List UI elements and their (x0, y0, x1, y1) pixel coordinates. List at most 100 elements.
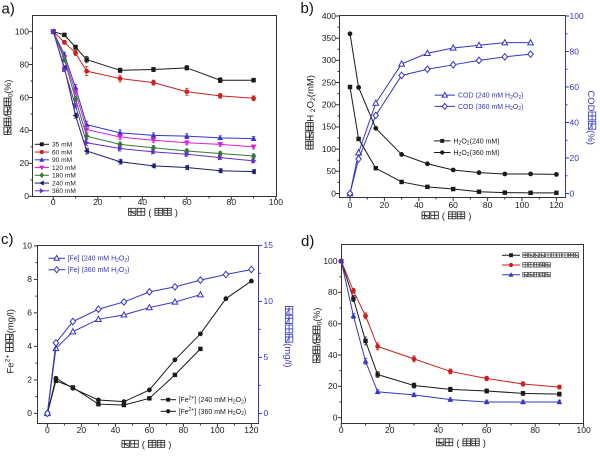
svg-text:O: O (119, 256, 125, 263)
svg-text:): ) (127, 256, 129, 263)
svg-text:6: 6 (27, 308, 32, 318)
svg-text:(: ( (456, 438, 459, 448)
svg-text:80: 80 (227, 197, 237, 207)
svg-text:100: 100 (323, 256, 337, 266)
svg-text:100: 100 (570, 11, 584, 21)
svg-text:20: 20 (20, 158, 30, 168)
svg-text:90 mM: 90 mM (52, 157, 72, 164)
svg-text:40: 40 (111, 425, 121, 435)
svg-text:a): a) (2, 1, 15, 18)
svg-text:20: 20 (77, 425, 87, 435)
svg-text:2: 2 (241, 399, 244, 405)
svg-text:(%): (%) (312, 308, 322, 322)
svg-text:60: 60 (328, 319, 338, 329)
svg-text:4: 4 (27, 341, 32, 351)
svg-text:(360 mM): (360 mM) (470, 150, 500, 157)
svg-text:20: 20 (570, 153, 580, 163)
svg-text:100: 100 (210, 425, 224, 435)
svg-text:[Fe] (240 mM H: [Fe] (240 mM H (68, 256, 117, 263)
svg-text:2: 2 (124, 258, 127, 264)
svg-text:): ) (483, 438, 486, 448)
svg-text:2: 2 (233, 411, 236, 417)
svg-text:COD (360 mM H: COD (360 mM H (458, 104, 510, 111)
svg-text:80: 80 (570, 46, 580, 56)
svg-text:2: 2 (518, 106, 521, 112)
svg-text:2: 2 (233, 399, 236, 405)
svg-text:(mM): (mM) (305, 75, 316, 97)
svg-text:0: 0 (331, 188, 336, 198)
svg-text:100: 100 (15, 26, 29, 36)
svg-text:40: 40 (414, 200, 424, 210)
svg-text:c): c) (1, 231, 14, 248)
svg-text:H: H (454, 138, 459, 145)
svg-text:0: 0 (317, 321, 324, 325)
svg-text:250: 250 (322, 77, 336, 87)
svg-text:35 mM: 35 mM (52, 142, 72, 149)
svg-text:10: 10 (23, 241, 33, 251)
svg-text:0: 0 (339, 425, 344, 435)
svg-text:40: 40 (570, 117, 580, 127)
svg-text:20: 20 (328, 381, 338, 391)
svg-text:300: 300 (322, 55, 336, 65)
svg-text:(: ( (442, 211, 445, 221)
svg-text:2+: 2+ (189, 407, 195, 413)
svg-text:): ) (468, 211, 471, 221)
svg-text:100: 100 (322, 144, 336, 154)
svg-text:2: 2 (467, 141, 470, 147)
svg-text:(: ( (148, 208, 151, 218)
svg-text:O: O (461, 150, 467, 157)
svg-text:240 mM: 240 mM (52, 180, 76, 187)
svg-text:): ) (244, 397, 246, 404)
svg-text:100: 100 (515, 200, 529, 210)
svg-text:0: 0 (45, 425, 50, 435)
svg-text:2: 2 (459, 141, 462, 147)
svg-text:20: 20 (385, 425, 395, 435)
svg-text:60 mM: 60 mM (52, 149, 72, 156)
svg-text:2: 2 (310, 108, 317, 112)
svg-text:100: 100 (269, 197, 283, 207)
svg-text:120: 120 (244, 425, 258, 435)
svg-text:2: 2 (518, 95, 521, 101)
svg-text:80: 80 (530, 425, 540, 435)
svg-text:O: O (236, 397, 242, 404)
svg-text:0: 0 (333, 412, 338, 422)
svg-text:60: 60 (145, 425, 155, 435)
svg-text:(mg/l): (mg/l) (282, 343, 293, 367)
svg-text:80: 80 (483, 200, 493, 210)
svg-text:0: 0 (348, 200, 353, 210)
svg-text:0: 0 (51, 197, 56, 207)
svg-text:60: 60 (570, 82, 580, 92)
svg-text:2: 2 (241, 411, 244, 417)
svg-text:d): d) (301, 233, 314, 250)
svg-text:2: 2 (124, 269, 127, 275)
svg-text:60: 60 (20, 92, 30, 102)
svg-text:0: 0 (8, 93, 15, 97)
svg-text:2: 2 (467, 152, 470, 158)
svg-text:] (240 mM H: ] (240 mM H (194, 397, 233, 404)
svg-text:2: 2 (27, 375, 32, 385)
svg-text:8: 8 (27, 274, 32, 284)
svg-text:40: 40 (20, 125, 30, 135)
svg-text:O: O (236, 409, 242, 416)
svg-text:120: 120 (549, 200, 563, 210)
svg-text:O: O (513, 104, 519, 111)
svg-text:0: 0 (24, 191, 29, 201)
svg-text:): ) (168, 440, 171, 450)
svg-text:20: 20 (380, 200, 390, 210)
svg-text:[Fe: [Fe (179, 409, 189, 416)
svg-text:): ) (244, 409, 246, 416)
svg-text:2: 2 (510, 95, 513, 101)
svg-text:10: 10 (264, 296, 274, 306)
svg-text:60: 60 (482, 425, 492, 435)
svg-text:(mg/l): (mg/l) (5, 309, 16, 333)
svg-text:[Fe] (360 mM H: [Fe] (360 mM H (68, 267, 117, 274)
svg-text:0: 0 (264, 408, 269, 418)
svg-text:40: 40 (433, 425, 443, 435)
svg-text:] (360 mM H: ] (360 mM H (194, 409, 233, 416)
svg-text:80: 80 (20, 59, 30, 69)
svg-text:80: 80 (179, 425, 189, 435)
svg-text:20: 20 (93, 197, 103, 207)
svg-text:Fe: Fe (5, 362, 16, 373)
svg-text:(: ( (142, 440, 145, 450)
svg-text:0: 0 (570, 188, 575, 198)
